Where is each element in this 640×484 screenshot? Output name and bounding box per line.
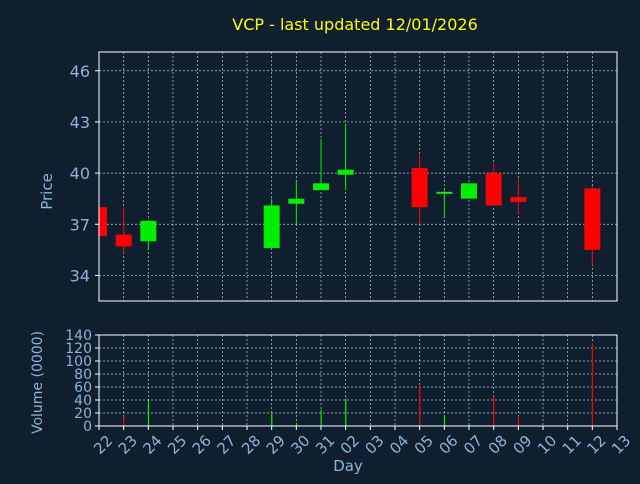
candle-body bbox=[584, 188, 601, 250]
x-axis-label: Day bbox=[333, 457, 363, 475]
volume-bar bbox=[517, 416, 520, 426]
volume-bar bbox=[345, 398, 347, 426]
candle-body bbox=[115, 234, 132, 247]
volume-tick-label: 0 bbox=[83, 419, 92, 435]
candle-body bbox=[461, 183, 477, 199]
volume-bar bbox=[419, 385, 421, 426]
candle-body bbox=[510, 196, 527, 203]
candle-body bbox=[140, 220, 157, 242]
volume-tick-label: 20 bbox=[74, 406, 92, 422]
candle-body bbox=[436, 191, 453, 194]
price-panel-frame bbox=[98, 51, 618, 302]
candle-body bbox=[288, 198, 305, 204]
volume-bar bbox=[295, 422, 298, 426]
volume-bar bbox=[123, 416, 125, 426]
price-tick-label: 43 bbox=[70, 113, 90, 132]
volume-tick-label: 60 bbox=[74, 380, 92, 396]
volume-bar bbox=[320, 409, 322, 426]
chart-title: VCP - last updated 12/01/2026 bbox=[232, 15, 478, 34]
candle-body bbox=[99, 207, 107, 237]
volume-bar bbox=[468, 424, 470, 426]
volume-panel-frame bbox=[98, 334, 618, 427]
price-tick-label: 37 bbox=[70, 215, 90, 234]
volume-bar bbox=[493, 396, 495, 426]
volume-tick-label: 80 bbox=[74, 367, 92, 383]
volume-tick-label: 100 bbox=[65, 354, 92, 370]
price-tick-label: 34 bbox=[70, 266, 90, 285]
volume-tick-label: 140 bbox=[65, 328, 92, 344]
candle-body bbox=[337, 169, 354, 175]
price-tick-label: 46 bbox=[70, 62, 90, 81]
volume-axis-label: Volume (0000) bbox=[30, 331, 46, 434]
candle-body bbox=[485, 173, 502, 206]
volume-bar bbox=[591, 342, 594, 426]
candle-body bbox=[313, 183, 329, 191]
volume-bar bbox=[147, 400, 150, 426]
candle-body bbox=[411, 167, 428, 208]
price-tick-label: 40 bbox=[70, 164, 90, 183]
price-axis-label: Price bbox=[38, 173, 56, 210]
volume-bar bbox=[271, 411, 273, 426]
volume-tick-label: 120 bbox=[65, 341, 92, 357]
volume-bar bbox=[443, 414, 446, 426]
volume-tick-label: 40 bbox=[74, 393, 92, 409]
candle-body bbox=[263, 205, 280, 249]
